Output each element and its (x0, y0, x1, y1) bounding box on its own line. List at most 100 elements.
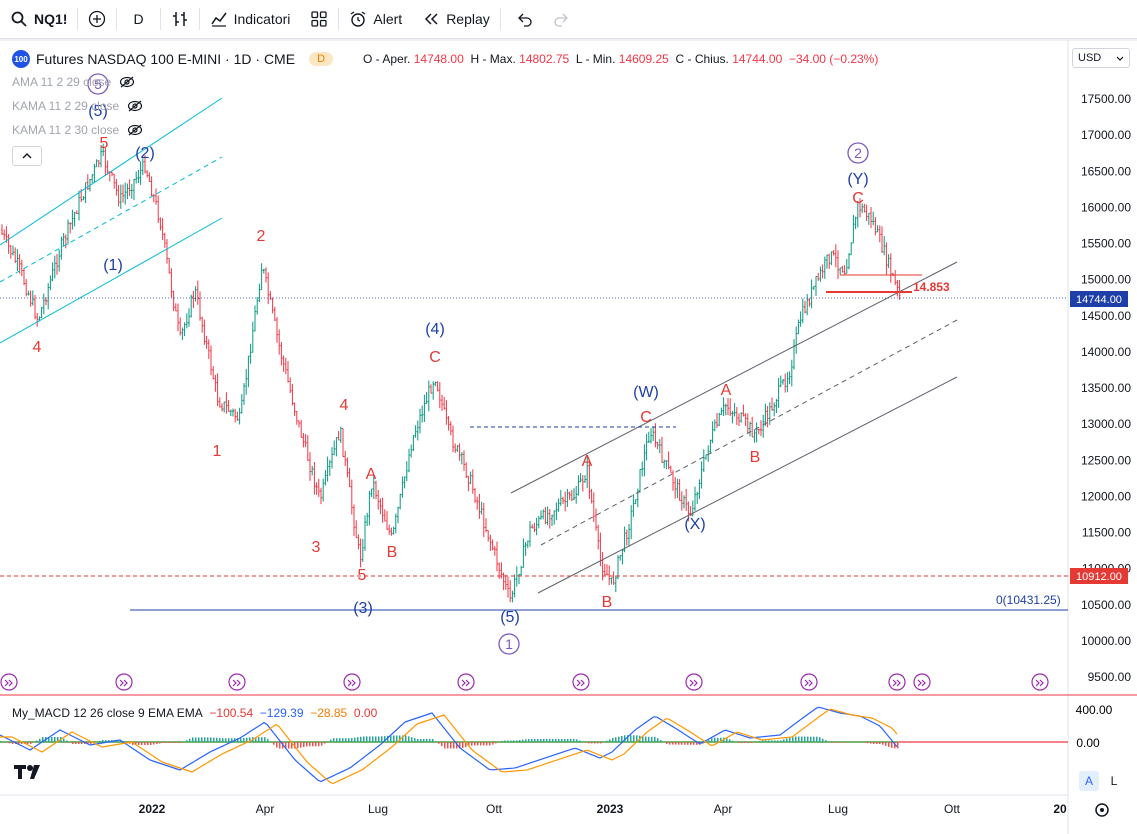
settings-gear-icon[interactable] (1095, 803, 1109, 817)
macd-bar (138, 742, 140, 745)
time-label-lug: Lug (368, 802, 388, 816)
price-bar (419, 408, 421, 434)
macd-bar (651, 736, 653, 742)
price-bar (751, 416, 754, 438)
price-bar (667, 451, 670, 470)
price-bar (399, 493, 402, 510)
macd-bar (57, 737, 59, 742)
event-marker-icon[interactable] (888, 673, 906, 691)
divider (198, 8, 200, 30)
indicator-kama-29-label: KAMA 11 2 29 close (12, 99, 120, 113)
macd-bar (837, 742, 839, 743)
wave-4-blue: (4) (425, 321, 445, 338)
channel-upper-line (0, 97, 223, 246)
event-marker-icon[interactable] (343, 673, 361, 691)
macd-bar (513, 740, 515, 742)
event-marker-icon[interactable] (115, 673, 133, 691)
macd-bar (162, 742, 164, 743)
price-bar (157, 195, 160, 224)
event-marker-icon[interactable] (457, 673, 475, 691)
fib-label: 0(10431.25) (996, 593, 1061, 607)
eye-off-icon[interactable] (127, 100, 143, 112)
interval-button[interactable]: D (117, 0, 159, 38)
event-marker-icon[interactable] (0, 673, 18, 691)
price-bar (544, 506, 547, 525)
price-bar (647, 431, 650, 443)
log-scale-button[interactable]: L (1110, 774, 1118, 788)
price-bar (177, 303, 179, 332)
price-bar (507, 576, 509, 598)
macd-bar (456, 742, 458, 749)
collapse-legend-button[interactable] (12, 146, 42, 166)
macd-bar (345, 738, 347, 742)
undo-button[interactable] (501, 0, 547, 38)
indicator-ama[interactable]: AMA 11 2 29 close (12, 75, 135, 89)
macd-bar (66, 740, 68, 742)
price-tick: 12000.00 (1081, 489, 1131, 503)
price-bar (40, 306, 43, 319)
macd-bar (0, 741, 2, 742)
price-bar (570, 489, 573, 502)
compare-button[interactable] (78, 0, 116, 38)
price-bar (760, 420, 762, 437)
line-value-label: 14.853 (913, 280, 950, 294)
event-marker-icon[interactable] (228, 673, 246, 691)
price-bar (115, 178, 118, 196)
price-bar (113, 173, 116, 189)
eye-off-icon[interactable] (119, 76, 135, 88)
price-bar (852, 215, 855, 244)
alert-button[interactable]: Alert (339, 0, 412, 38)
price-bar (683, 495, 685, 509)
indicator-kama-30[interactable]: KAMA 11 2 30 close (12, 123, 143, 137)
indicators-button[interactable]: Indicatori (200, 0, 301, 38)
event-marker-icon[interactable] (685, 673, 703, 691)
price-bar (826, 254, 828, 269)
price-bar (361, 538, 364, 562)
wave-5-blue: (5) (500, 609, 520, 626)
currency-select[interactable]: USD (1072, 48, 1130, 68)
price-bar (575, 485, 578, 504)
event-marker-icon[interactable] (1031, 673, 1049, 691)
eye-off-icon[interactable] (127, 124, 143, 136)
macd-bar (630, 735, 632, 742)
price-bar (592, 492, 595, 523)
price-bar (410, 444, 413, 458)
divider (499, 8, 501, 30)
macd-bar (528, 739, 530, 742)
macd-bar (333, 738, 335, 742)
replay-button[interactable]: Replay (412, 0, 500, 38)
macd-bar (351, 738, 353, 742)
macd-tick-400: 400.00 (1076, 703, 1113, 717)
price-bar (56, 254, 58, 275)
price-bar (236, 411, 239, 421)
macd-bar (243, 737, 245, 742)
price-bar (53, 255, 56, 279)
price-bar (185, 313, 188, 329)
top-toolbar: NQ1! D Indicatori Alert Replay (0, 0, 1137, 39)
indicator-kama-29[interactable]: KAMA 11 2 29 close (12, 99, 143, 113)
price-bar (614, 575, 617, 593)
price-bar (529, 520, 531, 547)
layouts-button[interactable] (300, 0, 338, 38)
redo-button[interactable] (547, 0, 577, 38)
macd-bar (81, 742, 83, 744)
symbol-search[interactable]: NQ1! (0, 0, 77, 38)
auto-scale-button[interactable]: A (1079, 771, 1099, 791)
event-marker-icon[interactable] (913, 673, 931, 691)
price-bar (834, 244, 837, 268)
macd-bar (141, 742, 143, 745)
price-bar (174, 303, 177, 312)
price-bar (555, 502, 558, 521)
event-marker-icon[interactable] (572, 673, 590, 691)
price-bar (652, 426, 655, 441)
price-bar (859, 198, 861, 218)
price-bar (661, 436, 663, 464)
price-bar (353, 504, 355, 537)
price-tick: 10500.00 (1081, 598, 1131, 612)
price-bar (133, 178, 135, 201)
chart-type-button[interactable] (161, 0, 199, 38)
price-bar (276, 316, 278, 343)
event-marker-icon[interactable] (800, 673, 818, 691)
wave-5-blue-top: (5) (88, 103, 108, 120)
